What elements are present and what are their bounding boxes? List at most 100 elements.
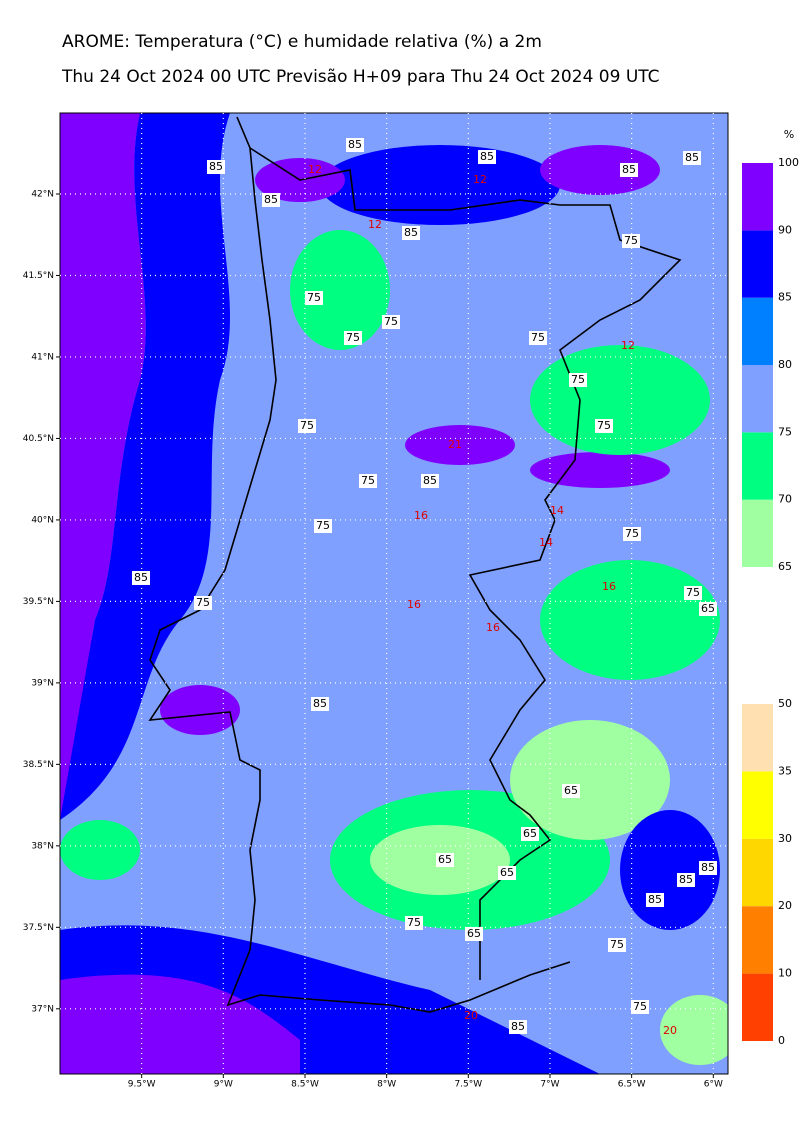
humidity-contour-label: 65 [564, 784, 578, 797]
field-blob [320, 145, 560, 225]
temperature-contour-label: 16 [407, 598, 421, 611]
contour-label-bg [595, 419, 613, 433]
humidity-contour-label: 75 [407, 916, 421, 929]
contour-label-bg [521, 827, 539, 841]
lon-tick-label: 8.5°W [291, 1080, 319, 1090]
temperature-contour-label: 12 [308, 163, 322, 176]
field-blob [510, 720, 670, 840]
humidity-contour-label: 85 [480, 150, 494, 163]
field-blob [530, 452, 670, 488]
contour-label-bg [465, 927, 483, 941]
colorbar-segment [742, 499, 773, 567]
humidity-contour-label: 85 [348, 138, 362, 151]
colorbar-segment [742, 432, 773, 500]
colorbar-segment [742, 365, 773, 433]
field-ocean-humid [60, 113, 146, 820]
field-ocean-band [60, 113, 230, 820]
humidity-contour-label: 75 [597, 419, 611, 432]
colorbar-unit: % [784, 128, 794, 141]
contour-label-bg [421, 474, 439, 488]
lat-tick-label: 40°N [31, 515, 54, 525]
humidity-contour-label: 65 [438, 853, 452, 866]
temperature-contour-label: 21 [448, 438, 462, 451]
contour-label-bg [608, 938, 626, 952]
contour-label-bg [359, 474, 377, 488]
contour-label-bg [569, 373, 587, 387]
lon-tick-label: 8°W [377, 1080, 396, 1090]
humidity-contour-label: 65 [523, 827, 537, 840]
field-blob [530, 345, 710, 455]
contour-label-bg [402, 226, 420, 240]
contour-label-bg [344, 331, 362, 345]
lat-tick-label: 37°N [31, 1004, 54, 1014]
lat-tick-label: 41.5°N [23, 271, 54, 281]
temperature-contour-label: 16 [602, 580, 616, 593]
temperature-contour-label: 12 [621, 339, 635, 352]
temperature-contour-label: 12 [473, 173, 487, 186]
colorbar-label: 75 [778, 425, 792, 438]
humidity-contour-label: 75 [633, 1000, 647, 1013]
humidity-contour-label: 75 [571, 373, 585, 386]
temperature-contour-label: 14 [550, 504, 564, 517]
temperature-contour-label: 16 [414, 509, 428, 522]
humidity-contour-label: 85 [313, 697, 327, 710]
contour-label-bg [207, 160, 225, 174]
contour-label-bg [699, 602, 717, 616]
humidity-contour-label: 85 [511, 1020, 525, 1033]
title: AROME: Temperatura (°C) e humidade relat… [62, 32, 542, 52]
temperature-contour-label: 16 [486, 621, 500, 634]
lon-tick-label: 6.5°W [618, 1080, 646, 1090]
humidity-contour-label: 75 [384, 315, 398, 328]
humidity-contour-label: 85 [264, 193, 278, 206]
lat-tick-label: 39.5°N [23, 597, 54, 607]
colorbar-segment [742, 297, 773, 365]
colorbar-label: 10 [778, 967, 792, 980]
contour-label-bg [646, 893, 664, 907]
colorbar-label: 80 [778, 358, 792, 371]
temperature-contour-label: 20 [464, 1009, 478, 1022]
field-blob [660, 995, 728, 1065]
humidity-contour-label: 85 [685, 151, 699, 164]
contour-label-bg [623, 527, 641, 541]
humidity-contour-label: 85 [679, 873, 693, 886]
humidity-contour-label: 85 [648, 893, 662, 906]
contour-label-bg [314, 519, 332, 533]
map-field [60, 113, 728, 1074]
humidity-contour-label: 75 [686, 586, 700, 599]
humidity-contour-label: 85 [209, 160, 223, 173]
subtitle: Thu 24 Oct 2024 00 UTC Previsão H+09 par… [61, 67, 660, 87]
colorbar-label: 100 [778, 156, 799, 169]
humidity-contour-label: 75 [610, 938, 624, 951]
contour-label-bg [346, 138, 364, 152]
field-blob [60, 820, 140, 880]
contour-label-bg [298, 419, 316, 433]
colorbar-segment [742, 230, 773, 298]
field-south-humid [60, 974, 300, 1074]
border [249, 147, 682, 980]
humidity-contour-label: 85 [622, 163, 636, 176]
humidity-contour-label: 75 [361, 474, 375, 487]
colorbar-label: 85 [778, 291, 792, 304]
humidity-contour-label: 65 [500, 866, 514, 879]
humidity-contour-label: 75 [300, 419, 314, 432]
contour-label-bg [305, 291, 323, 305]
humidity-contour-label: 85 [423, 474, 437, 487]
colorbar-label: 50 [778, 697, 792, 710]
contour-label-bg [622, 234, 640, 248]
colorbar-segment [742, 771, 773, 839]
humidity-contour-label: 75 [531, 331, 545, 344]
humidity-contour-label: 65 [467, 927, 481, 940]
contour-label-bg [677, 873, 695, 887]
colorbar-label: 70 [778, 493, 792, 506]
humidity-contour-label: 65 [701, 602, 715, 615]
lat-tick-label: 40.5°N [23, 434, 54, 444]
humidity-contour-label: 75 [196, 596, 210, 609]
colorbar-segment [742, 906, 773, 974]
coastline [148, 116, 571, 1013]
contour-label-bg [194, 596, 212, 610]
field-blob [540, 560, 720, 680]
field-blob [405, 425, 515, 465]
contour-label-bg [436, 853, 454, 867]
humidity-contour-label: 75 [346, 331, 360, 344]
